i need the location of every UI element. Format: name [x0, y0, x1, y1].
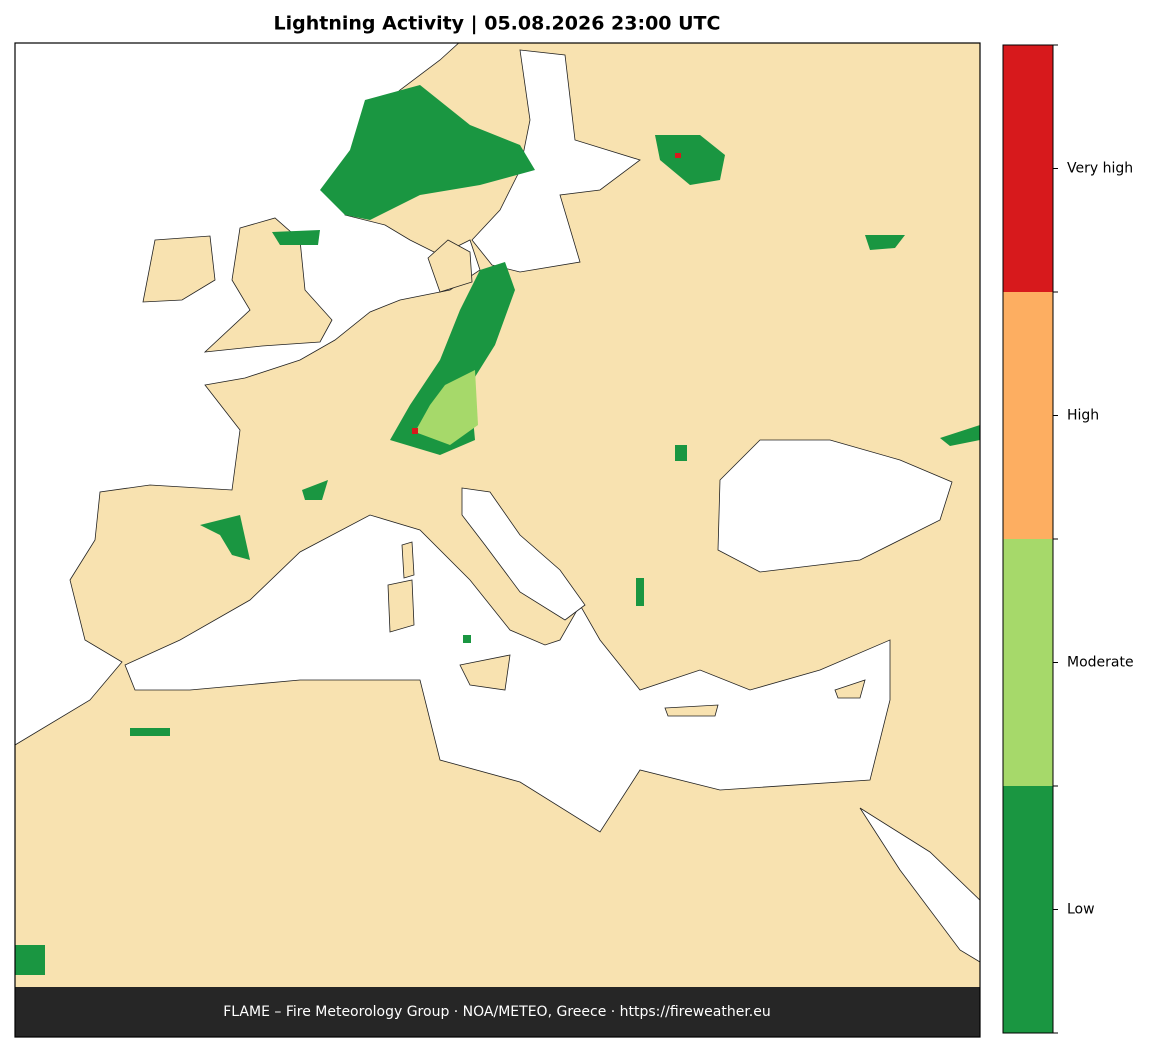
ireland	[142, 235, 216, 303]
cell	[272, 230, 320, 245]
cell	[200, 515, 250, 560]
title: Lightning Activity | 05.08.2026 23:00 UT…	[274, 13, 721, 35]
legend-swatch	[1003, 292, 1053, 539]
denmark	[427, 239, 473, 293]
cell	[865, 235, 905, 250]
legend-swatch	[1003, 786, 1053, 1033]
colorbar: Very high High Moderate Low	[1002, 44, 1134, 1034]
cell	[940, 425, 980, 446]
legend-label: High	[1067, 408, 1099, 424]
legend-swatch	[1003, 45, 1053, 292]
legend-swatch	[1003, 539, 1053, 786]
cell	[675, 153, 681, 158]
crete	[664, 704, 719, 717]
map	[15, 43, 980, 987]
cell	[675, 445, 687, 461]
footer-bar	[15, 987, 980, 1037]
legend-label: Low	[1067, 902, 1095, 918]
cell	[320, 85, 535, 220]
adriatic	[461, 487, 586, 621]
baltic	[471, 49, 641, 273]
cell	[415, 370, 478, 445]
legend-label: Moderate	[1067, 655, 1134, 671]
cyprus	[834, 679, 866, 699]
islands	[142, 217, 866, 717]
black-sea	[717, 439, 953, 573]
cell	[636, 578, 644, 606]
map-frame	[14, 42, 981, 1038]
cell	[390, 262, 515, 455]
sicily	[459, 654, 511, 691]
lightning-cells	[15, 85, 980, 975]
sardinia	[387, 579, 415, 633]
cell	[302, 480, 328, 500]
cell	[412, 428, 418, 434]
cell	[15, 945, 45, 975]
cell	[130, 728, 170, 736]
cell	[463, 635, 471, 643]
cell	[655, 135, 725, 185]
footer: FLAME – Fire Meteorology Group · NOA/MET…	[223, 1004, 771, 1020]
corsica	[401, 541, 415, 579]
legend-label: Very high	[1067, 161, 1133, 177]
red-sea	[859, 807, 980, 963]
legend-frame	[1002, 44, 1054, 1034]
